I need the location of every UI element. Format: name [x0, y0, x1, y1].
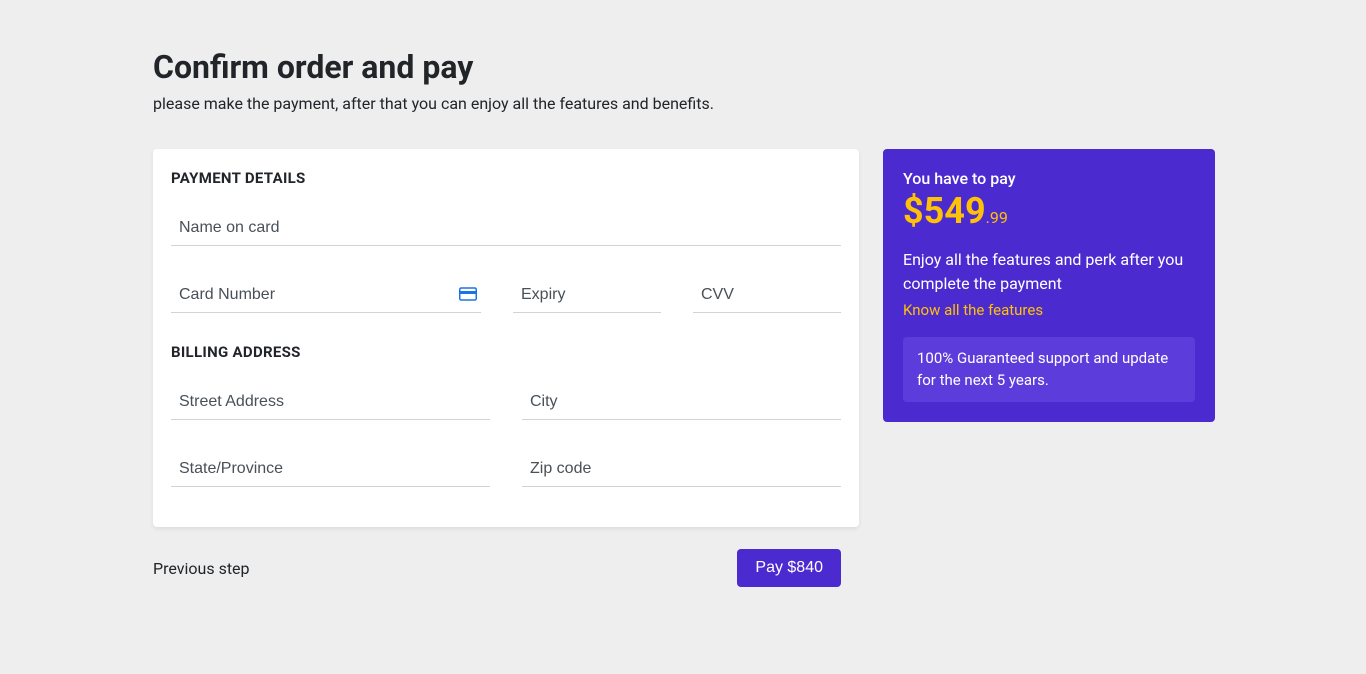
- page-subtitle: please make the payment, after that you …: [153, 94, 1213, 113]
- state-input[interactable]: [171, 448, 490, 487]
- card-number-input[interactable]: [171, 274, 481, 313]
- billing-address-heading: BILLING ADDRESS: [171, 343, 841, 361]
- know-features-link[interactable]: Know all the features: [903, 301, 1043, 319]
- summary-card: You have to pay $549.99 Enjoy all the fe…: [883, 149, 1215, 422]
- pay-button[interactable]: Pay $840: [737, 549, 841, 587]
- cvv-input[interactable]: [693, 274, 841, 313]
- perk-description: Enjoy all the features and perk after yo…: [903, 248, 1195, 296]
- page-title: Confirm order and pay: [153, 48, 1213, 86]
- footer-row: Previous step Pay $840: [153, 549, 841, 587]
- zip-input[interactable]: [522, 448, 841, 487]
- credit-card-icon: [459, 286, 477, 300]
- amount-decimal: .99: [986, 208, 1008, 227]
- guarantee-box: 100% Guaranteed support and update for t…: [903, 337, 1195, 402]
- street-address-input[interactable]: [171, 381, 490, 420]
- payment-card: PAYMENT DETAILS: [153, 149, 859, 527]
- previous-step-link[interactable]: Previous step: [153, 559, 250, 578]
- payment-details-heading: PAYMENT DETAILS: [171, 169, 841, 187]
- amount-display: $549.99: [903, 192, 1195, 232]
- expiry-input[interactable]: [513, 274, 661, 313]
- city-input[interactable]: [522, 381, 841, 420]
- you-have-to-pay-label: You have to pay: [903, 169, 1195, 188]
- name-on-card-input[interactable]: [171, 207, 841, 246]
- amount-main: $549: [903, 190, 986, 232]
